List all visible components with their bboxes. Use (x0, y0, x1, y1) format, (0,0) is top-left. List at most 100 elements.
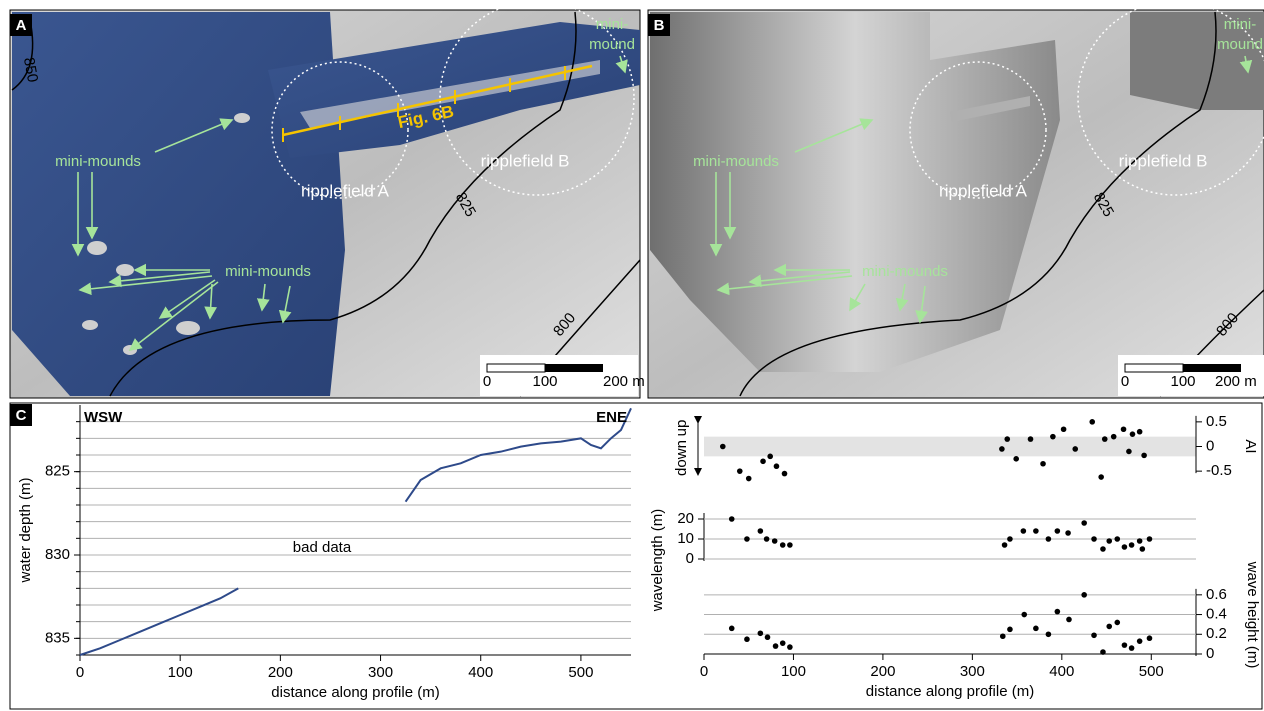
scale-label: 100 (1170, 373, 1195, 390)
point (1004, 436, 1010, 442)
scale-label: 0 (483, 373, 491, 390)
point (1121, 426, 1127, 432)
point (1089, 419, 1095, 425)
point (772, 538, 778, 544)
point (1130, 431, 1136, 437)
point (1000, 633, 1006, 639)
point (1007, 627, 1013, 633)
point (774, 463, 780, 469)
point (1140, 546, 1146, 552)
point (1028, 436, 1034, 442)
point (1141, 453, 1147, 459)
x-tick-label: 100 (781, 663, 806, 680)
y-tick-label: 0.2 (1206, 625, 1227, 642)
mound-label: mound (589, 36, 635, 53)
x-tick-label: 0 (700, 663, 708, 680)
depth-line (80, 408, 631, 655)
y-tick-label: 0.4 (1206, 606, 1227, 623)
y-axis-label: AI (1242, 439, 1259, 453)
y-tick-label: 0 (1206, 437, 1214, 454)
ripplefield-label: ripplefield B (1119, 151, 1208, 170)
scale-label: 100 (532, 373, 557, 390)
point (1137, 429, 1143, 435)
point (1100, 546, 1106, 552)
point (720, 444, 726, 450)
point (764, 536, 770, 542)
x-tick-label: 500 (1139, 663, 1164, 680)
point (1046, 631, 1052, 637)
ripplefield-label: ripplefield B (481, 151, 570, 170)
point (1129, 645, 1135, 651)
x-axis-label: distance along profile (m) (866, 683, 1034, 700)
point (744, 636, 750, 642)
point (1106, 624, 1112, 630)
x-tick-label: 400 (468, 664, 493, 681)
point (760, 458, 766, 464)
x-tick-label: 0 (76, 664, 84, 681)
point (1137, 638, 1143, 644)
point (1114, 620, 1120, 626)
point (1126, 449, 1132, 455)
point (758, 528, 764, 534)
point (1091, 536, 1097, 542)
y-axis-label: wave height (m) (1244, 561, 1261, 669)
point (1081, 592, 1087, 598)
annotation: ENE (596, 409, 627, 426)
y-tick-label: -0.5 (1206, 462, 1232, 479)
x-axis-label: distance along profile (m) (271, 684, 439, 701)
point (773, 643, 779, 649)
y-tick-label: 0.5 (1206, 413, 1227, 430)
scale-label: 200 m (603, 373, 645, 390)
point (729, 516, 735, 522)
point (1098, 474, 1104, 480)
y-axis-label: water depth (m) (17, 477, 34, 583)
point (1106, 538, 1112, 544)
y-tick-label: 0 (686, 550, 694, 567)
mound-label: mini-mounds (862, 263, 948, 280)
panel-label: A (16, 17, 27, 34)
point (782, 471, 788, 477)
mound-label: mini- (1224, 16, 1257, 33)
point (1065, 530, 1071, 536)
point (1122, 642, 1128, 648)
point (780, 542, 786, 548)
point (787, 644, 793, 650)
point (758, 630, 764, 636)
x-tick-label: 200 (870, 663, 895, 680)
point (1147, 635, 1153, 641)
mound-label: mini-mounds (693, 153, 779, 170)
point (729, 626, 735, 632)
annotation: down (673, 440, 690, 476)
y-tick-label: 10 (677, 530, 694, 547)
point (1122, 544, 1128, 550)
point (737, 468, 743, 474)
point (746, 476, 752, 482)
mound-label: mini-mounds (55, 153, 141, 170)
y-tick-label: 0.6 (1206, 586, 1227, 603)
mound-label: mini-mounds (225, 263, 311, 280)
point (1021, 528, 1027, 534)
point (1102, 436, 1108, 442)
y-tick-label: 0 (1206, 645, 1214, 662)
point (1111, 434, 1117, 440)
point (780, 640, 786, 646)
point (1033, 528, 1039, 534)
point (1081, 520, 1087, 526)
point (1050, 434, 1056, 440)
x-tick-label: 300 (960, 663, 985, 680)
scale-label: 200 m (1215, 373, 1257, 390)
point (1072, 446, 1078, 452)
point (1066, 617, 1072, 623)
panel-label: C (16, 407, 27, 424)
point (1013, 456, 1019, 462)
point (1033, 626, 1039, 632)
point (1100, 649, 1106, 655)
annotation: WSW (84, 409, 123, 426)
x-tick-label: 200 (268, 664, 293, 681)
panel-label: B (654, 17, 665, 34)
point (1040, 461, 1046, 467)
point (1137, 538, 1143, 544)
point (767, 454, 773, 460)
neutral-band (704, 437, 1196, 457)
x-tick-label: 500 (568, 664, 593, 681)
